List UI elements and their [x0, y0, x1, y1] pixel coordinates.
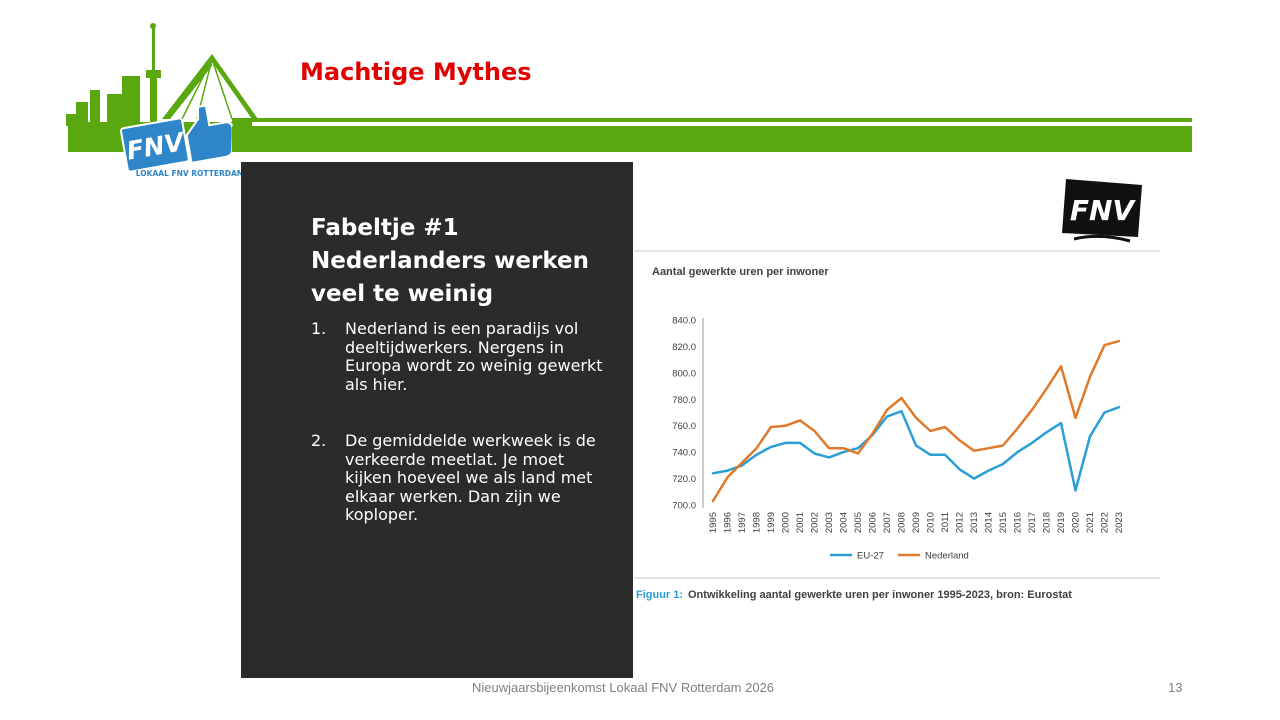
y-tick-label: 740.0	[672, 448, 696, 459]
list-item-number: 2.	[311, 431, 327, 450]
x-tick-label: 2016	[1013, 512, 1024, 533]
x-tick-label: 2002	[810, 512, 821, 533]
line-chart: Aantal gewerkte uren per inwoner 700.0 72…	[634, 250, 1160, 601]
text-panel: Fabeltje #1 Nederlanders werken veel te …	[241, 162, 633, 678]
list-item-text: Nederland is een paradijs vol deeltijdwe…	[345, 319, 603, 394]
list-item: 2. De gemiddelde werkweek is de verkeerd…	[311, 431, 611, 525]
x-tick-label: 2007	[882, 512, 893, 533]
myth-list: 1. Nederland is een paradijs vol deeltij…	[311, 319, 611, 525]
y-tick-label: 800.0	[672, 368, 696, 379]
x-tick-label: 1996	[723, 512, 734, 533]
legend-label-eu-27: EU-27	[857, 551, 884, 562]
chart-caption: Ontwikkeling aantal gewerkte uren per in…	[688, 589, 1072, 601]
logo-subtext: LOKAAL FNV ROTTERDAM	[136, 169, 244, 178]
x-tick-label: 2010	[926, 512, 937, 533]
chart-figure: Aantal gewerkte uren per inwoner 700.0 72…	[634, 244, 1160, 612]
header-divider-thin	[232, 118, 1192, 122]
x-tick-label: 2004	[839, 512, 850, 533]
slide-title: Machtige Mythes	[300, 58, 532, 86]
chart-title: Aantal gewerkte uren per inwoner	[652, 266, 829, 278]
panel-heading: Fabeltje #1 Nederlanders werken veel te …	[311, 215, 589, 307]
x-tick-label: 2003	[824, 512, 835, 533]
x-tick-label: 2021	[1085, 512, 1096, 533]
y-tick-label: 760.0	[672, 421, 696, 432]
series-line-eu-27	[711, 405, 1121, 492]
series-line-nederland	[711, 339, 1121, 503]
x-tick-label: 2018	[1042, 512, 1053, 533]
page-number: 13	[1168, 680, 1183, 695]
list-item-text: De gemiddelde werkweek is de verkeerde m…	[345, 431, 596, 524]
x-tick-label: 2013	[969, 512, 980, 533]
footer-text: Nieuwjaarsbijeenkomst Lokaal FNV Rotterd…	[472, 680, 775, 695]
list-item: 1. Nederland is een paradijs vol deeltij…	[311, 319, 611, 394]
x-tick-label: 2017	[1027, 512, 1038, 533]
x-tick-label: 1995	[708, 512, 719, 533]
corner-logo-text: FNV	[1070, 194, 1137, 227]
fnv-rotterdam-logo: FNV LOKAAL FNV ROTTERDAM	[62, 14, 262, 184]
chart-caption-prefix: Figuur 1:	[636, 589, 683, 601]
list-item-number: 1.	[311, 319, 327, 338]
x-tick-label: 2023	[1114, 512, 1125, 533]
legend-label-nederland: Nederland	[925, 551, 969, 562]
header-divider-bar	[232, 126, 1192, 152]
y-tick-label: 840.0	[672, 316, 696, 327]
x-tick-label: 1997	[737, 512, 748, 533]
y-tick-label: 820.0	[672, 342, 696, 353]
x-tick-label: 2000	[781, 512, 792, 533]
y-tick-label: 720.0	[672, 474, 696, 485]
y-tick-label: 780.0	[672, 395, 696, 406]
x-tick-label: 2019	[1056, 512, 1067, 533]
x-tick-label: 2012	[955, 512, 966, 533]
x-tick-label: 2015	[998, 512, 1009, 533]
x-tick-label: 2022	[1100, 512, 1111, 533]
x-tick-label: 2001	[795, 512, 806, 533]
x-tick-label: 2005	[853, 512, 864, 533]
fnv-corner-logo: FNV	[1060, 177, 1144, 245]
x-tick-label: 2011	[940, 512, 951, 532]
x-tick-label: 2006	[868, 512, 879, 533]
x-tick-label: 2020	[1071, 512, 1082, 533]
y-tick-label: 700.0	[672, 501, 696, 512]
x-tick-label: 2009	[911, 512, 922, 533]
x-tick-label: 1999	[766, 512, 777, 533]
x-tick-label: 2008	[897, 512, 908, 533]
x-tick-label: 2014	[984, 512, 995, 533]
x-tick-label: 1998	[752, 512, 763, 533]
